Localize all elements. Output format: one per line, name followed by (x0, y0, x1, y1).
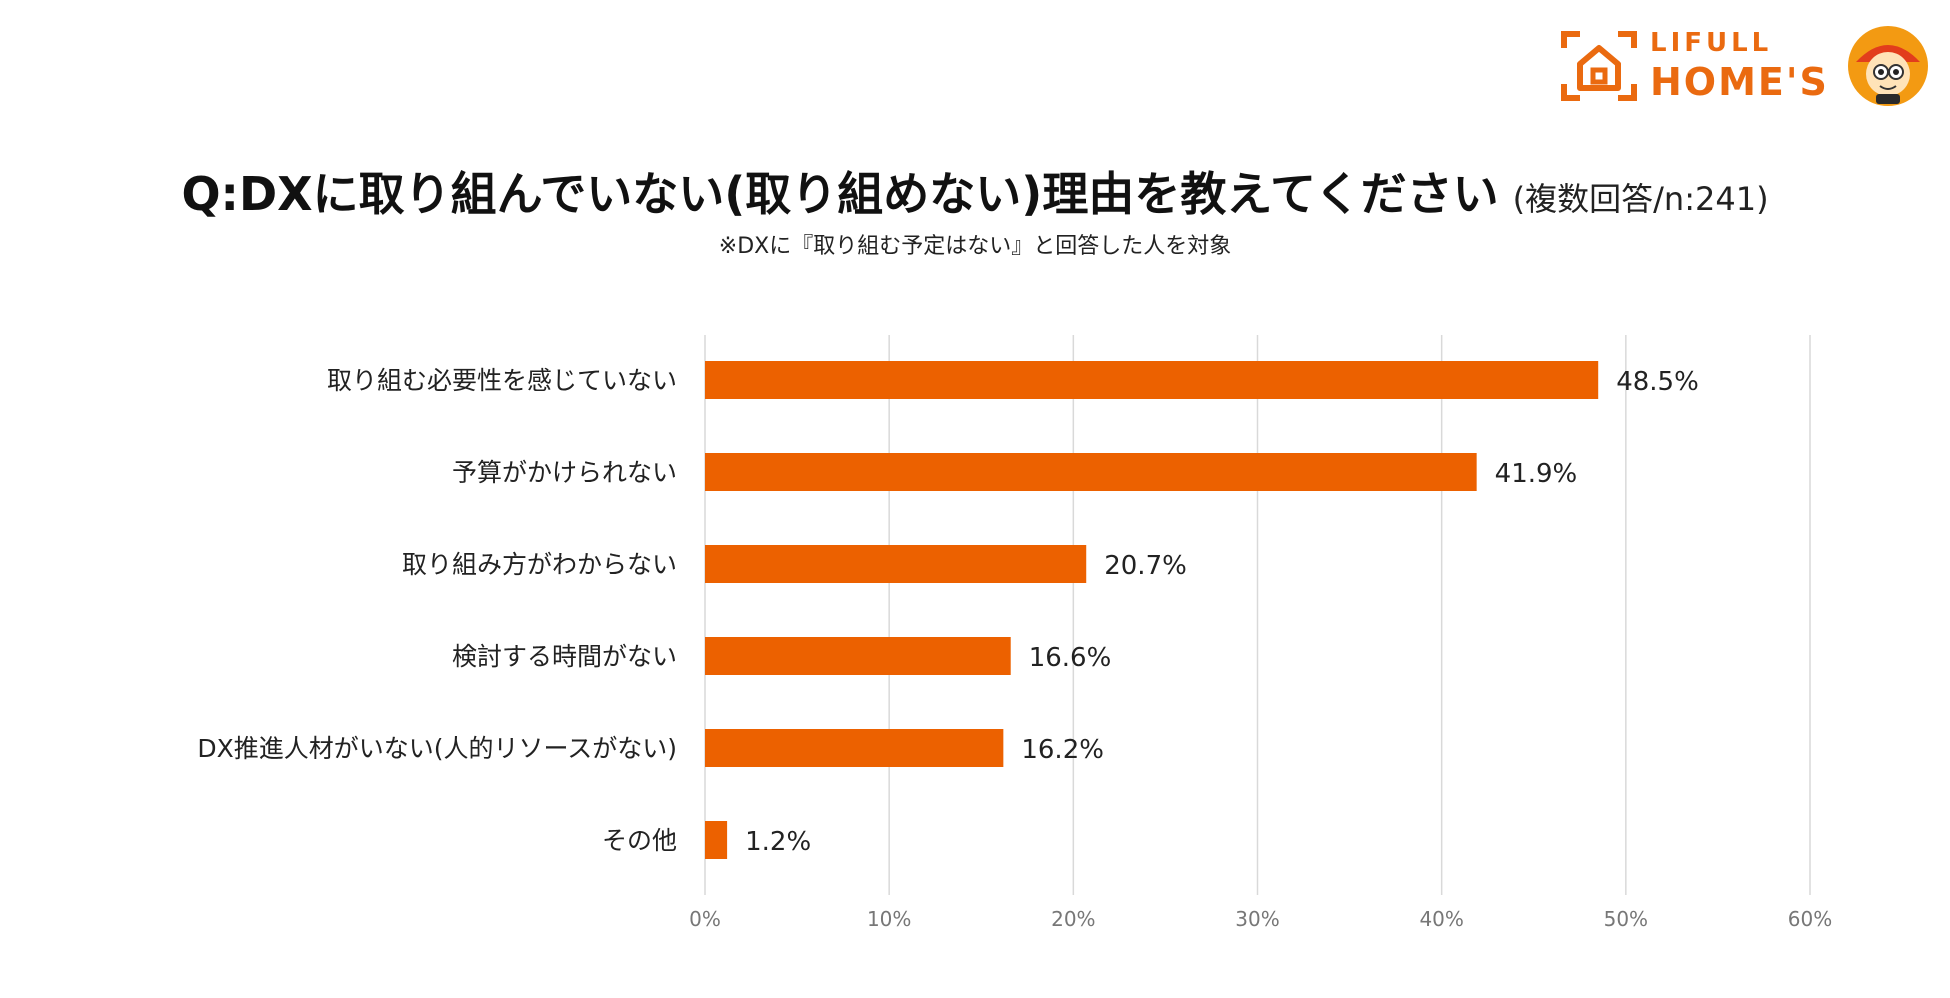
bar (705, 821, 728, 859)
bar (705, 361, 1599, 399)
tick-label: 0% (689, 907, 721, 931)
value-label: 16.6% (1029, 643, 1112, 673)
mascot-icon (1848, 26, 1928, 106)
bar (705, 729, 1004, 767)
category-label: 取り組み方がわからない (402, 550, 677, 579)
brand-line2: HOME'S (1650, 60, 1829, 104)
chart-subtitle: ※DXに『取り組む予定はない』と回答した人を対象 (718, 234, 1232, 259)
tick-label: 50% (1604, 907, 1648, 931)
chart-title-block: Q:DXに取り組んでいない(取り組めない)理由を教えてください (複数回答/n:2… (0, 158, 1950, 224)
brand-line1: LIFULL (1650, 28, 1773, 58)
tick-label: 60% (1788, 907, 1832, 931)
bars (705, 361, 1599, 859)
tick-label: 10% (867, 907, 911, 931)
value-label: 1.2% (745, 827, 811, 857)
value-label: 16.2% (1021, 735, 1104, 765)
bar (705, 545, 1087, 583)
value-label: 41.9% (1495, 459, 1578, 489)
category-label: DX推進人材がいない(人的リソースがない) (197, 734, 677, 763)
house-frame-icon (1561, 31, 1637, 101)
tick-labels: 0% 10% 20% 30% 40% 50% 60% (689, 907, 1832, 931)
value-label: 48.5% (1616, 367, 1699, 397)
bar (705, 453, 1477, 491)
category-labels: 取り組む必要性を感じていない予算がかけられない取り組み方がわからない検討する時間… (197, 366, 677, 855)
chart-title-note: (複数回答/n:241) (1512, 180, 1769, 218)
category-label: 検討する時間がない (452, 642, 677, 671)
grid-lines (704, 335, 1811, 895)
category-label: 予算がかけられない (452, 458, 677, 487)
chart-title: Q:DXに取り組んでいない(取り組めない)理由を教えてください (181, 167, 1499, 221)
brand-logo: LIFULL HOME'S (1560, 24, 1930, 108)
bar (705, 637, 1011, 675)
value-labels: 48.5% 41.9% 20.7% 16.6% 16.2% 1.2% (745, 367, 1699, 857)
value-label: 20.7% (1104, 551, 1187, 581)
category-label: 取り組む必要性を感じていない (327, 366, 677, 395)
tick-label: 20% (1051, 907, 1095, 931)
category-label: その他 (602, 826, 677, 855)
tick-label: 30% (1235, 907, 1279, 931)
tick-label: 40% (1419, 907, 1463, 931)
